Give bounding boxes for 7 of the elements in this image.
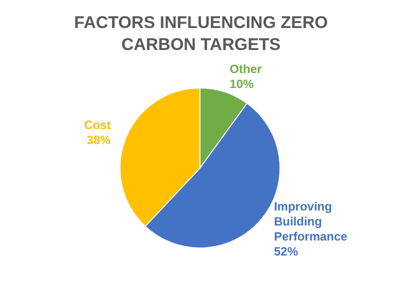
chart-title: FACTORS INFLUENCING ZERO CARBON TARGETS <box>74 13 328 54</box>
data-label: 10% <box>230 77 254 92</box>
data-label: 52% <box>274 244 298 259</box>
slice-label: Cost <box>84 118 111 132</box>
slice-label: Improving Building Performance <box>274 200 348 244</box>
data-label: 38% <box>86 133 112 148</box>
slice-label: Other <box>230 62 262 76</box>
